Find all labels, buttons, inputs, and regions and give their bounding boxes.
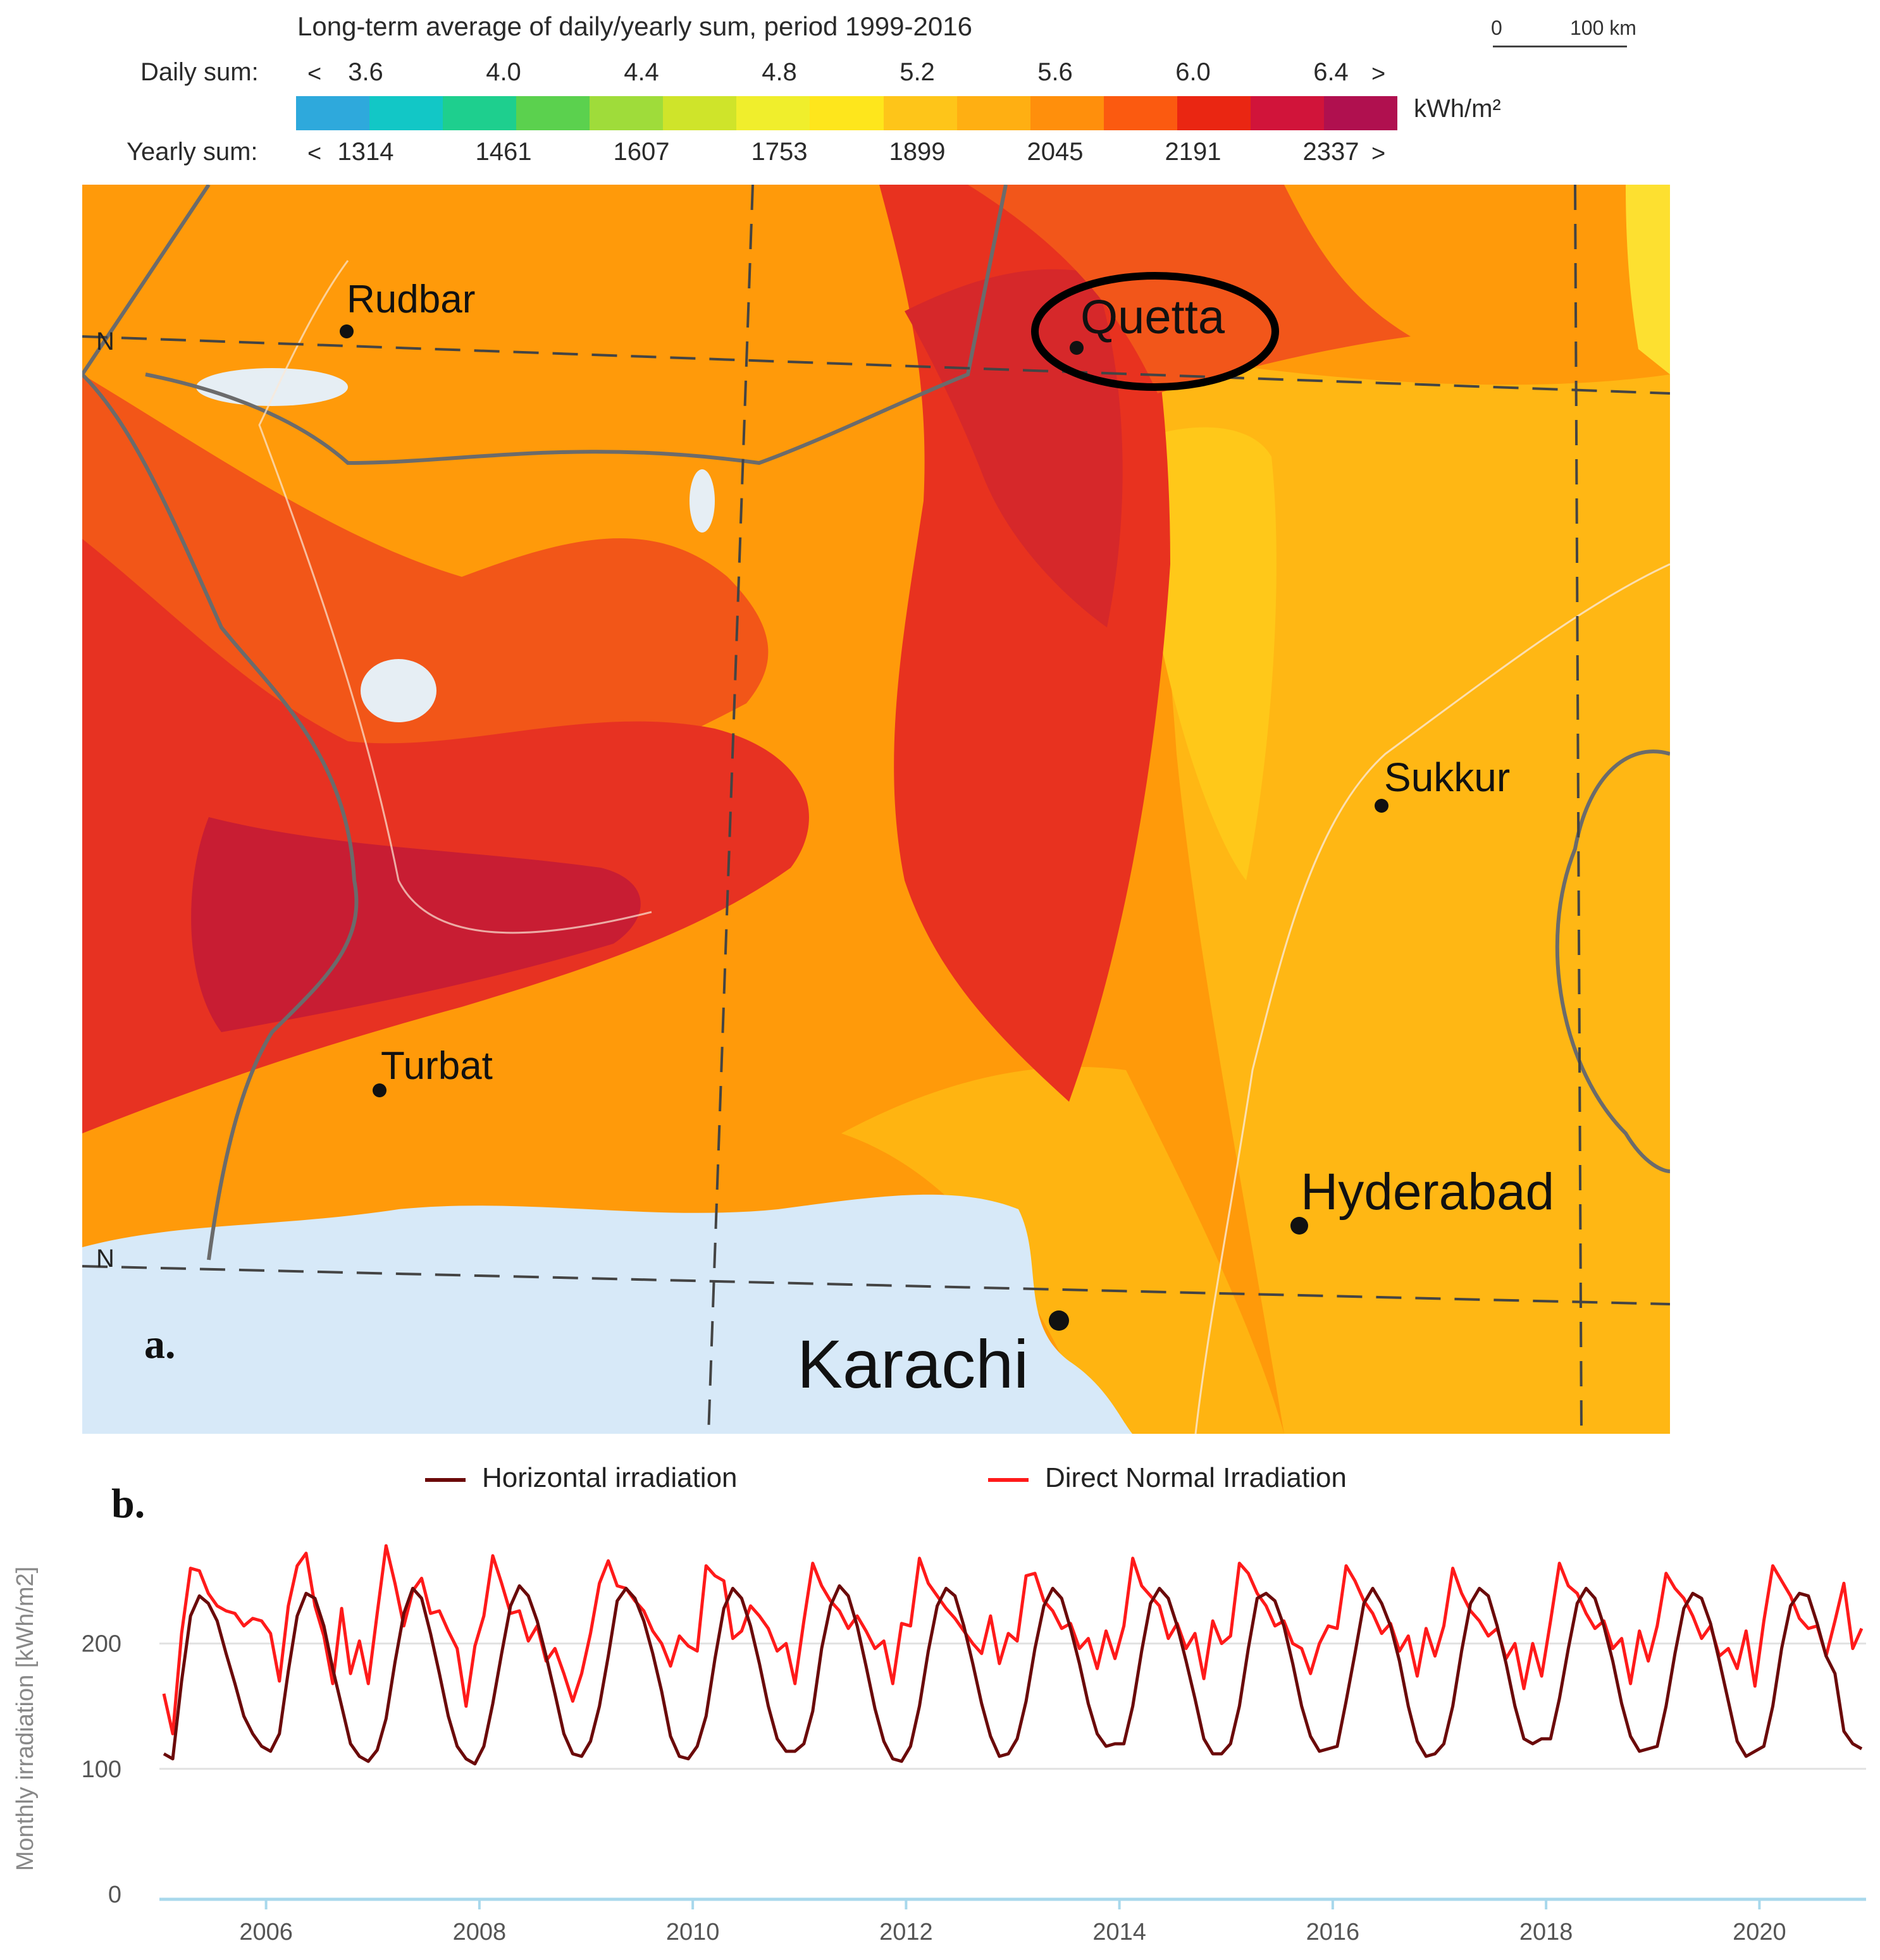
graticule-line	[82, 1265, 1670, 1305]
color-swatch	[443, 96, 517, 130]
city-label-karachi: Karachi	[797, 1326, 1029, 1402]
legend-label-dni: Direct Normal Irradiation	[1045, 1462, 1347, 1493]
latitude-label: N	[96, 328, 114, 355]
graticule-line	[82, 335, 1670, 395]
yearly-tick: 2337	[1302, 138, 1359, 166]
quetta-highlight-ellipse	[1031, 272, 1279, 391]
color-swatch	[1323, 96, 1397, 130]
y-tick-label: 0	[108, 1882, 121, 1908]
daily-tick: 5.6	[1037, 58, 1073, 86]
y-axis-label: Monthly irradiation [kWh/m2]	[12, 1567, 39, 1871]
color-swatch	[1103, 96, 1177, 130]
x-tick-label: 2014	[1092, 1919, 1146, 1945]
unit-label: kWh/m²	[1414, 95, 1501, 123]
scale-bar-zero: 0	[1491, 16, 1502, 39]
city-label-hyderabad: Hyderabad	[1301, 1163, 1555, 1221]
color-swatch	[516, 96, 590, 130]
color-swatch	[1177, 96, 1251, 130]
lake	[690, 469, 715, 533]
city-label-quetta: Quetta	[1080, 290, 1225, 344]
x-tick-label: 2012	[879, 1919, 933, 1945]
solar-irradiation-map	[82, 185, 1670, 1434]
lake	[361, 659, 436, 722]
yearly-less-than: <	[307, 140, 322, 167]
daily-tick: 4.8	[762, 58, 797, 86]
yearly-tick: 2191	[1165, 138, 1221, 166]
river	[258, 260, 652, 934]
series-line-horizontal	[163, 1584, 1863, 1766]
city-dot-turbat	[373, 1083, 387, 1097]
country-border	[1555, 749, 1670, 1173]
province-border	[145, 185, 1008, 465]
color-swatch	[369, 96, 443, 130]
color-scale-bar	[296, 96, 1397, 130]
color-swatch	[736, 96, 810, 130]
legend-title: Long-term average of daily/yearly sum, p…	[297, 11, 972, 41]
panel-label-b: b.	[111, 1481, 145, 1527]
city-dot-rudbar	[340, 324, 354, 338]
color-swatch	[883, 96, 957, 130]
scale-bar-distance: 100 km	[1570, 16, 1636, 39]
color-swatch	[663, 96, 737, 130]
x-tick-label: 2008	[453, 1919, 507, 1945]
city-label-turbat: Turbat	[381, 1044, 493, 1088]
latitude-label: N	[96, 1245, 114, 1273]
color-swatch	[1250, 96, 1324, 130]
graticule-line	[1574, 185, 1583, 1434]
city-label-sukkur: Sukkur	[1384, 755, 1511, 800]
panel-label-a: a.	[144, 1321, 176, 1367]
daily-sum-label: Daily sum:	[140, 58, 259, 86]
daily-less-than: <	[307, 61, 322, 87]
daily-tick: 4.4	[624, 58, 659, 86]
color-swatch	[810, 96, 884, 130]
yearly-tick: 1899	[889, 138, 946, 166]
yearly-sum-label: Yearly sum:	[127, 138, 258, 166]
color-swatch	[1030, 96, 1104, 130]
x-tick-label: 2006	[239, 1919, 293, 1945]
legend-label-horizontal: Horizontal irradiation	[482, 1462, 738, 1493]
coastal-region	[841, 1066, 1284, 1434]
city-dot-quetta	[1070, 341, 1084, 355]
daily-tick: 3.6	[348, 58, 383, 86]
color-swatch	[296, 96, 370, 130]
peak-band-region	[191, 817, 641, 1032]
daily-tick: 6.0	[1175, 58, 1211, 86]
northeast-region	[1626, 185, 1670, 374]
x-tick-label: 2016	[1306, 1919, 1360, 1945]
arabian-sea	[82, 1194, 1132, 1434]
scale-bar-line	[1493, 46, 1627, 47]
lake	[196, 368, 348, 406]
y-tick-label: 100	[82, 1756, 121, 1783]
yearly-tick: 1461	[475, 138, 532, 166]
river	[1194, 563, 1670, 1434]
x-tick-label: 2010	[666, 1919, 720, 1945]
legend-swatch-dni	[988, 1478, 1029, 1482]
quetta-highland-region	[905, 269, 1123, 628]
daily-greater-than: >	[1371, 61, 1386, 87]
color-swatch	[590, 96, 664, 130]
city-dot-karachi	[1049, 1310, 1069, 1331]
color-swatch	[956, 96, 1030, 130]
x-tick-label: 2020	[1733, 1919, 1786, 1945]
country-border	[82, 373, 359, 1260]
country-border	[82, 185, 211, 376]
yearly-tick: 1753	[751, 138, 808, 166]
yearly-greater-than: >	[1371, 140, 1386, 167]
yearly-tick: 1314	[337, 138, 394, 166]
legend-swatch-horizontal	[425, 1478, 466, 1482]
x-tick-label: 2018	[1519, 1919, 1573, 1945]
daily-tick: 4.0	[486, 58, 521, 86]
graticule-line	[707, 185, 754, 1434]
city-label-rudbar: Rudbar	[347, 278, 476, 321]
yearly-tick: 1607	[613, 138, 670, 166]
daily-tick: 5.2	[900, 58, 935, 86]
north-region	[968, 185, 1411, 393]
monthly-irradiation-chart: 0 100 200 2006 2008 2010 2012 2014 2016 2018 2020…	[12, 1544, 1866, 1945]
series-line-dni	[162, 1544, 1864, 1735]
daily-tick: 6.4	[1313, 58, 1349, 86]
yearly-tick: 2045	[1027, 138, 1084, 166]
y-tick-label: 200	[82, 1631, 121, 1658]
city-dot-sukkur	[1375, 799, 1388, 813]
city-dot-hyderabad	[1290, 1217, 1308, 1235]
